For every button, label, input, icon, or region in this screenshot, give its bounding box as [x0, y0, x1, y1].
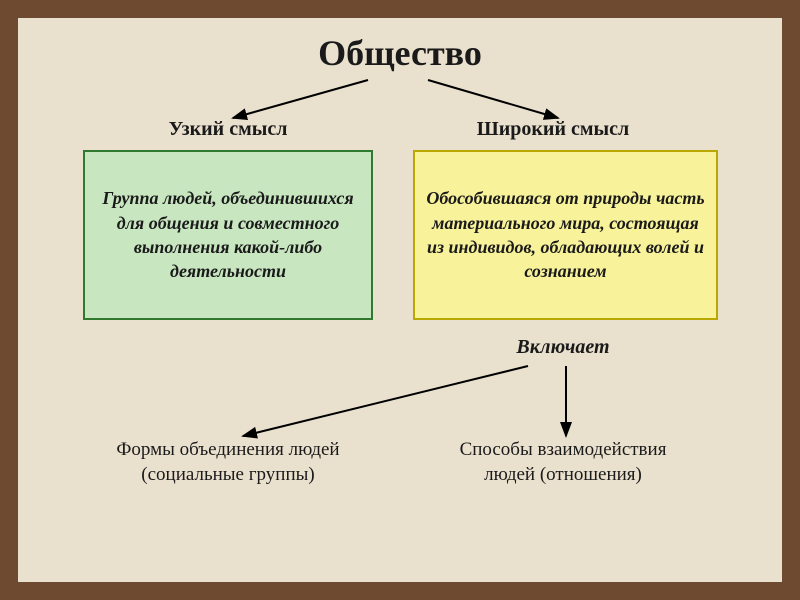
includes-label: Включает: [488, 336, 638, 359]
slide-canvas: Общество Узкий смысл Широкий смысл Групп…: [18, 18, 782, 582]
left-branch-label: Узкий смысл: [128, 118, 328, 141]
arrow-line-0: [233, 80, 368, 118]
outer-frame: Общество Узкий смысл Широкий смысл Групп…: [0, 0, 800, 600]
slide-title: Общество: [18, 32, 782, 74]
includes-right-text: Способы взаимодействия людей (отношения): [448, 438, 678, 487]
arrow-line-1: [428, 80, 558, 118]
right-definition-box: Обособившаяся от природы часть материаль…: [413, 150, 718, 320]
arrow-line-2: [243, 366, 528, 436]
includes-left-text: Формы объединения людей (социальные груп…: [103, 438, 353, 487]
left-definition-box: Группа людей, объединившихся для общения…: [83, 150, 373, 320]
right-branch-label: Широкий смысл: [438, 118, 668, 141]
